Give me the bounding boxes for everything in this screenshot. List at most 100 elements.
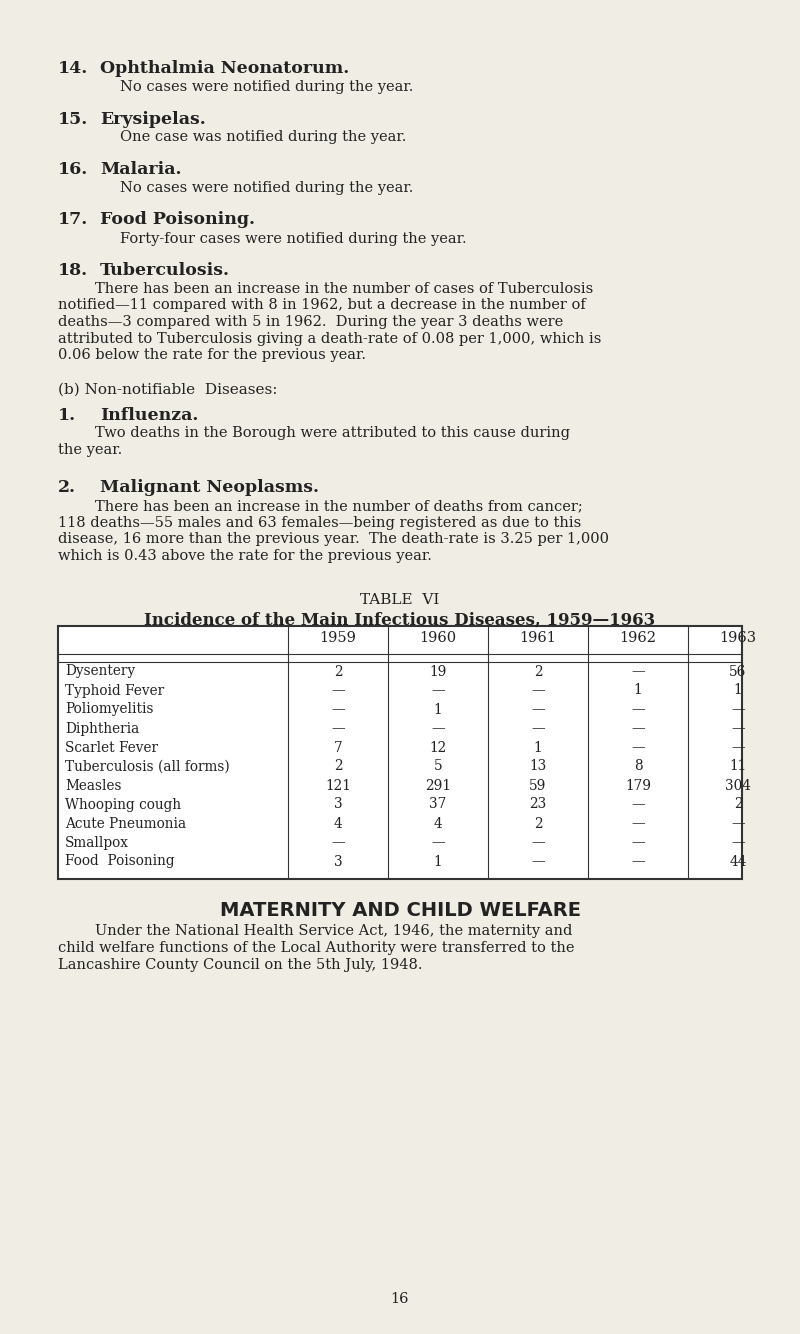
Text: 13: 13 bbox=[530, 759, 546, 774]
Text: 23: 23 bbox=[530, 798, 546, 811]
Text: child welfare functions of the Local Authority were transferred to the: child welfare functions of the Local Aut… bbox=[58, 940, 574, 955]
Text: 17.: 17. bbox=[58, 212, 88, 228]
Text: 291: 291 bbox=[425, 779, 451, 792]
Text: 11: 11 bbox=[730, 759, 746, 774]
Text: —: — bbox=[731, 740, 745, 755]
Text: 59: 59 bbox=[530, 779, 546, 792]
Text: Food  Poisoning: Food Poisoning bbox=[65, 855, 174, 868]
Text: 3: 3 bbox=[334, 798, 342, 811]
Text: —: — bbox=[631, 722, 645, 735]
Text: There has been an increase in the number of cases of Tuberculosis: There has been an increase in the number… bbox=[58, 281, 594, 296]
Text: —: — bbox=[331, 722, 345, 735]
Text: —: — bbox=[431, 683, 445, 698]
Text: —: — bbox=[431, 835, 445, 850]
Text: 2: 2 bbox=[334, 759, 342, 774]
Text: which is 0.43 above the rate for the previous year.: which is 0.43 above the rate for the pre… bbox=[58, 550, 432, 563]
Text: 121: 121 bbox=[325, 779, 351, 792]
Text: 3: 3 bbox=[334, 855, 342, 868]
Text: 16: 16 bbox=[390, 1293, 410, 1306]
Text: Forty-four cases were notified during the year.: Forty-four cases were notified during th… bbox=[120, 232, 466, 245]
Text: 18.: 18. bbox=[58, 261, 88, 279]
Text: 1.: 1. bbox=[58, 407, 76, 423]
Text: 1960: 1960 bbox=[419, 631, 457, 646]
Text: (b) Non-notifiable  Diseases:: (b) Non-notifiable Diseases: bbox=[58, 383, 278, 396]
Text: Smallpox: Smallpox bbox=[65, 835, 129, 850]
Text: —: — bbox=[431, 722, 445, 735]
Text: —: — bbox=[531, 835, 545, 850]
Text: TABLE  VI: TABLE VI bbox=[360, 594, 440, 607]
Text: 4: 4 bbox=[434, 816, 442, 831]
Text: 1963: 1963 bbox=[719, 631, 757, 646]
Text: 1959: 1959 bbox=[319, 631, 357, 646]
Text: 4: 4 bbox=[334, 816, 342, 831]
Text: 12: 12 bbox=[430, 740, 446, 755]
Text: Ophthalmia Neonatorum.: Ophthalmia Neonatorum. bbox=[100, 60, 350, 77]
Text: No cases were notified during the year.: No cases were notified during the year. bbox=[120, 181, 414, 195]
Text: —: — bbox=[631, 835, 645, 850]
Text: —: — bbox=[331, 835, 345, 850]
Text: 2: 2 bbox=[734, 798, 742, 811]
Text: deaths—3 compared with 5 in 1962.  During the year 3 deaths were: deaths—3 compared with 5 in 1962. During… bbox=[58, 315, 563, 329]
Text: 1: 1 bbox=[634, 683, 642, 698]
Text: 2: 2 bbox=[334, 664, 342, 679]
Text: Lancashire County Council on the 5th July, 1948.: Lancashire County Council on the 5th Jul… bbox=[58, 958, 422, 971]
Text: —: — bbox=[731, 835, 745, 850]
Text: Tuberculosis.: Tuberculosis. bbox=[100, 261, 230, 279]
Text: —: — bbox=[631, 664, 645, 679]
Text: the year.: the year. bbox=[58, 443, 122, 458]
Text: —: — bbox=[531, 722, 545, 735]
Text: 44: 44 bbox=[730, 855, 746, 868]
Text: Malignant Neoplasms.: Malignant Neoplasms. bbox=[100, 479, 319, 496]
Text: Erysipelas.: Erysipelas. bbox=[100, 111, 206, 128]
Text: 1: 1 bbox=[434, 703, 442, 716]
Text: Influenza.: Influenza. bbox=[100, 407, 198, 423]
Text: 7: 7 bbox=[334, 740, 342, 755]
Text: Typhoid Fever: Typhoid Fever bbox=[65, 683, 164, 698]
Text: 2: 2 bbox=[534, 816, 542, 831]
Text: 14.: 14. bbox=[58, 60, 88, 77]
Text: 15.: 15. bbox=[58, 111, 88, 128]
Text: Dysentery: Dysentery bbox=[65, 664, 135, 679]
Text: There has been an increase in the number of deaths from cancer;: There has been an increase in the number… bbox=[58, 499, 582, 514]
Bar bbox=[58, 626, 742, 879]
Text: 2: 2 bbox=[534, 664, 542, 679]
Text: —: — bbox=[531, 683, 545, 698]
Text: 1: 1 bbox=[534, 740, 542, 755]
Text: attributed to Tuberculosis giving a death-rate of 0.08 per 1,000, which is: attributed to Tuberculosis giving a deat… bbox=[58, 332, 602, 346]
Text: 5: 5 bbox=[434, 759, 442, 774]
Text: 304: 304 bbox=[725, 779, 751, 792]
Text: Food Poisoning.: Food Poisoning. bbox=[100, 212, 255, 228]
Text: —: — bbox=[731, 703, 745, 716]
Text: 1: 1 bbox=[734, 683, 742, 698]
Text: MATERNITY AND CHILD WELFARE: MATERNITY AND CHILD WELFARE bbox=[219, 900, 581, 919]
Text: Acute Pneumonia: Acute Pneumonia bbox=[65, 816, 186, 831]
Text: Tuberculosis (all forms): Tuberculosis (all forms) bbox=[65, 759, 230, 774]
Text: 1: 1 bbox=[434, 855, 442, 868]
Text: —: — bbox=[331, 703, 345, 716]
Text: —: — bbox=[631, 798, 645, 811]
Text: —: — bbox=[731, 722, 745, 735]
Text: Poliomyelitis: Poliomyelitis bbox=[65, 703, 154, 716]
Text: notified—11 compared with 8 in 1962, but a decrease in the number of: notified—11 compared with 8 in 1962, but… bbox=[58, 299, 586, 312]
Text: Malaria.: Malaria. bbox=[100, 161, 182, 177]
Text: 37: 37 bbox=[430, 798, 446, 811]
Text: —: — bbox=[631, 855, 645, 868]
Text: 1962: 1962 bbox=[619, 631, 657, 646]
Text: Under the National Health Service Act, 1946, the maternity and: Under the National Health Service Act, 1… bbox=[58, 924, 572, 939]
Text: —: — bbox=[531, 855, 545, 868]
Text: 0.06 below the rate for the previous year.: 0.06 below the rate for the previous yea… bbox=[58, 348, 366, 362]
Text: —: — bbox=[731, 816, 745, 831]
Text: —: — bbox=[531, 703, 545, 716]
Text: disease, 16 more than the previous year.  The death-rate is 3.25 per 1,000: disease, 16 more than the previous year.… bbox=[58, 532, 609, 547]
Text: Incidence of the Main Infectious Diseases, 1959—1963: Incidence of the Main Infectious Disease… bbox=[144, 611, 656, 628]
Text: Two deaths in the Borough were attributed to this cause during: Two deaths in the Borough were attribute… bbox=[58, 427, 570, 440]
Text: 16.: 16. bbox=[58, 161, 88, 177]
Text: 56: 56 bbox=[730, 664, 746, 679]
Text: No cases were notified during the year.: No cases were notified during the year. bbox=[120, 80, 414, 93]
Text: —: — bbox=[631, 740, 645, 755]
Text: 8: 8 bbox=[634, 759, 642, 774]
Text: Whooping cough: Whooping cough bbox=[65, 798, 181, 811]
Text: One case was notified during the year.: One case was notified during the year. bbox=[120, 131, 406, 144]
Text: 179: 179 bbox=[625, 779, 651, 792]
Text: Scarlet Fever: Scarlet Fever bbox=[65, 740, 158, 755]
